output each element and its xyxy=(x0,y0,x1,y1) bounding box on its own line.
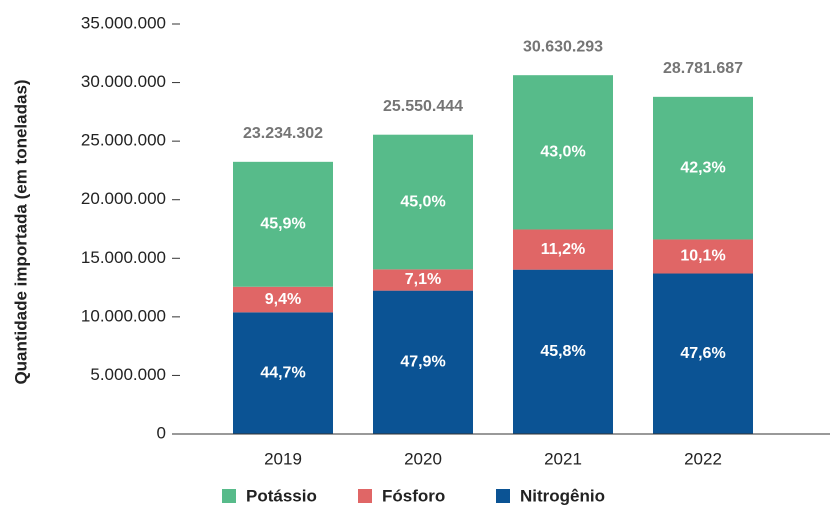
x-tick-label: 2022 xyxy=(684,449,722,468)
bar-segment xyxy=(233,312,333,434)
data-label: 43,0% xyxy=(540,144,585,161)
bar-segment xyxy=(233,161,333,287)
bar-segment xyxy=(373,134,473,270)
y-tick-label: 20.000.000 xyxy=(81,189,166,208)
y-axis-title: Quantidade importada (em toneladas) xyxy=(11,79,30,384)
total-label: 30.630.293 xyxy=(523,38,603,55)
data-label: 7,1% xyxy=(405,271,441,288)
y-tick-label: 35.000.000 xyxy=(81,13,166,32)
total-label: 23.234.302 xyxy=(243,125,323,142)
legend-swatch xyxy=(222,489,236,503)
x-tick-label: 2019 xyxy=(264,449,302,468)
data-label: 44,7% xyxy=(260,364,305,381)
bar-segment xyxy=(373,290,473,434)
y-tick-label: 5.000.000 xyxy=(90,365,166,384)
data-label: 10,1% xyxy=(680,248,725,265)
bar-segment xyxy=(513,269,613,434)
bar-segment xyxy=(373,269,473,291)
y-tick-label: 0 xyxy=(157,423,166,442)
legend-label: Nitrogênio xyxy=(520,486,605,505)
bar-segment xyxy=(653,239,753,274)
bar-segment xyxy=(513,229,613,270)
legend-label: Fósforo xyxy=(382,486,445,505)
y-tick-label: 10.000.000 xyxy=(81,306,166,325)
data-label: 47,6% xyxy=(680,345,725,362)
data-label: 47,9% xyxy=(400,354,445,371)
y-tick-label: 25.000.000 xyxy=(81,131,166,150)
legend-label: Potássio xyxy=(246,486,317,505)
total-label: 28.781.687 xyxy=(663,60,743,77)
bar-segment xyxy=(513,75,613,230)
data-label: 45,0% xyxy=(400,193,445,210)
data-label: 9,4% xyxy=(265,291,301,308)
bar-segment xyxy=(233,286,333,313)
legend-swatch xyxy=(496,489,510,503)
data-label: 45,9% xyxy=(260,216,305,233)
y-tick-label: 15.000.000 xyxy=(81,248,166,267)
bar-segment xyxy=(653,96,753,240)
bar-segment xyxy=(653,273,753,434)
data-label: 11,2% xyxy=(541,241,585,258)
x-tick-label: 2021 xyxy=(544,449,582,468)
data-label: 42,3% xyxy=(680,159,725,176)
data-label: 45,8% xyxy=(540,343,585,360)
y-tick-label: 30.000.000 xyxy=(81,72,166,91)
legend-swatch xyxy=(358,489,372,503)
x-tick-label: 2020 xyxy=(404,449,442,468)
total-label: 25.550.444 xyxy=(383,98,463,115)
